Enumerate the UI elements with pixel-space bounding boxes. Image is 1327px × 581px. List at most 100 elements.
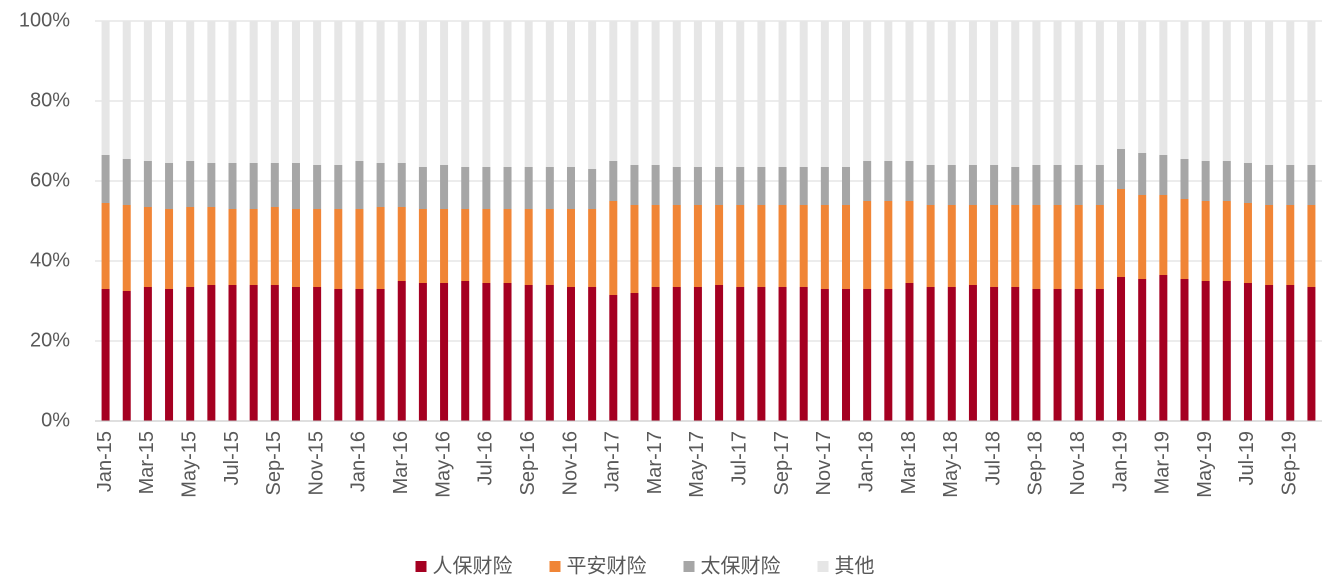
bar-segment (588, 169, 597, 209)
bar-segment (757, 205, 766, 287)
bar-segment (207, 285, 216, 421)
bar-segment (1222, 201, 1231, 281)
bar-segment (228, 209, 237, 285)
bar-segment (545, 285, 554, 421)
bar-segment (461, 167, 470, 209)
bar-segment (461, 281, 470, 421)
bar-segment (1201, 201, 1210, 281)
bar-segment (1159, 195, 1168, 275)
bar-segment (651, 205, 660, 287)
bar-segment (1201, 161, 1210, 201)
bar-segment (715, 285, 724, 421)
bar-segment (122, 159, 131, 205)
bar-segment (1053, 21, 1062, 165)
bar-segment (990, 165, 999, 205)
bar-segment (1265, 205, 1274, 285)
bar-segment (672, 205, 681, 287)
bar-segment (503, 21, 512, 167)
bar-segment (440, 21, 449, 165)
bar-segment (609, 161, 618, 201)
x-tick-label: Jan-16 (348, 431, 370, 492)
bar-segment (1243, 283, 1252, 421)
bar-segment (736, 21, 745, 167)
bar-segment (842, 289, 851, 421)
bar-segment (799, 21, 808, 167)
bar-segment (778, 167, 787, 205)
y-tick-label: 0% (41, 409, 70, 431)
bar-segment (630, 21, 639, 165)
bar-segment (1074, 21, 1083, 165)
bar-segment (186, 161, 195, 207)
bar-segment (186, 287, 195, 421)
bar-segment (566, 287, 575, 421)
bar-segment (418, 21, 427, 167)
bar-segment (757, 21, 766, 167)
bar-segment (122, 205, 131, 291)
bar-segment (545, 167, 554, 209)
bar-segment (397, 207, 406, 281)
bar-segment (524, 285, 533, 421)
bar-segment (1265, 285, 1274, 421)
bar-segment (715, 205, 724, 285)
bar-segment (122, 21, 131, 159)
x-tick-label: May-15 (178, 431, 200, 498)
bar-segment (799, 287, 808, 421)
bar-segment (143, 21, 152, 161)
bar-segment (291, 287, 300, 421)
legend: 人保财险 平安财险 太保财险 其他 (415, 554, 875, 577)
bar-segment (270, 163, 279, 207)
bar-segment (968, 165, 977, 205)
bar-segment (1011, 287, 1020, 421)
bar-segment (947, 21, 956, 165)
bar-segment (968, 285, 977, 421)
bar-segment (884, 201, 893, 289)
bar-segment (1138, 153, 1147, 195)
bar-segment (842, 205, 851, 289)
bar-segment (905, 201, 914, 283)
x-tick-label: Nov-18 (1067, 431, 1089, 495)
bar-segment (736, 205, 745, 287)
bar-segment (863, 21, 872, 161)
bar-segment (672, 21, 681, 167)
bar-segment (842, 167, 851, 205)
bar-segment (1180, 199, 1189, 279)
bar-segment (1265, 165, 1274, 205)
bar-segment (165, 21, 174, 163)
bar-segment (990, 21, 999, 165)
bar-segment (482, 209, 491, 283)
bar-segment (143, 207, 152, 287)
bar-segment (1032, 289, 1041, 421)
bar-segment (397, 281, 406, 421)
bar-segment (545, 21, 554, 167)
bar-segment (863, 289, 872, 421)
bar-segment (588, 209, 597, 287)
bar-segment (313, 21, 322, 165)
bar-segment (1095, 21, 1104, 165)
bar-segment (1307, 165, 1316, 205)
x-tick-label: Jan-18 (855, 431, 877, 492)
bar-segment (503, 283, 512, 421)
bar-segment (165, 209, 174, 289)
x-tick-label: Nov-17 (813, 431, 835, 495)
bar-segment (1138, 279, 1147, 421)
bar-segment (672, 167, 681, 205)
x-tick-label: Jul-17 (729, 431, 751, 485)
x-tick-label: Nov-15 (305, 431, 327, 495)
x-tick-label: May-16 (432, 431, 454, 498)
y-tick-label: 20% (30, 329, 70, 351)
legend-swatch (683, 561, 695, 572)
bar-segment (1201, 281, 1210, 421)
bar-segment (376, 21, 385, 163)
legend-label: 其他 (835, 554, 875, 577)
bar-segment (1180, 279, 1189, 421)
bar-segment (715, 21, 724, 167)
bar-segment (1159, 21, 1168, 155)
bar-segment (334, 209, 343, 289)
x-tick-label: Mar-17 (644, 431, 666, 494)
x-tick-label: Sep-19 (1279, 431, 1301, 496)
bar-segment (482, 21, 491, 167)
bar-segment (1074, 205, 1083, 289)
bar-segment (503, 167, 512, 209)
bar-segment (947, 287, 956, 421)
bar-segment (820, 289, 829, 421)
